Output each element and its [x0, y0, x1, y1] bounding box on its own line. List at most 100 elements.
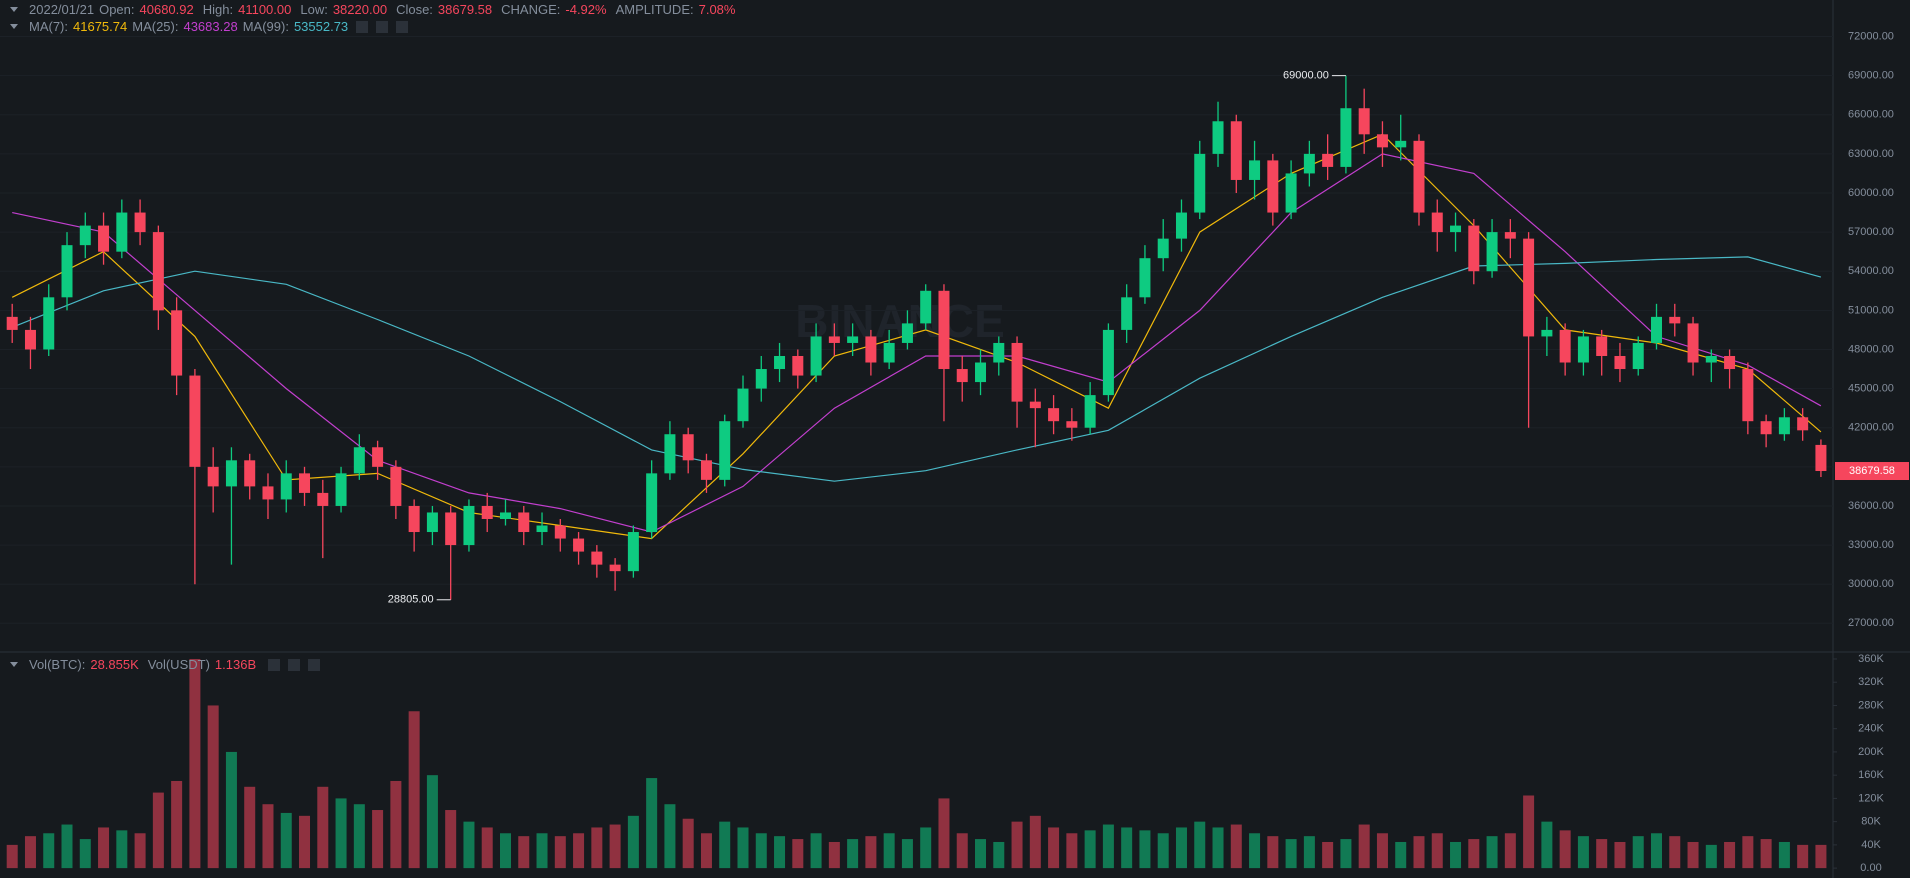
volume-bar	[1541, 821, 1553, 869]
vol-tick-label: 360K	[1858, 653, 1884, 665]
min-label: 28805.00	[388, 594, 434, 606]
vol-tick-label: 240K	[1858, 723, 1884, 735]
volume-bar	[1322, 841, 1334, 869]
volume-bar	[536, 833, 548, 869]
volume-bar	[993, 841, 1005, 869]
volume-bar	[1066, 833, 1078, 869]
candle-body	[390, 466, 402, 506]
volume-bar	[554, 836, 566, 869]
ma-legend: MA(7): 41675.74 MA(25): 43683.28 MA(99): 5355…	[8, 19, 409, 34]
vol-tick-label: 80K	[1861, 816, 1881, 828]
volume-bar	[664, 804, 676, 869]
candle-body	[134, 212, 146, 233]
volume-bar	[719, 821, 731, 869]
volume-bar	[792, 839, 804, 869]
candle-body	[1230, 121, 1242, 180]
volume-bar	[445, 810, 457, 869]
candle-body	[1322, 153, 1334, 167]
field-label: CHANGE:	[501, 2, 561, 17]
volume-bar	[6, 844, 18, 869]
candle-body	[1175, 212, 1187, 239]
y-tick-label: 66000.00	[1848, 109, 1894, 121]
candle-body	[774, 355, 786, 370]
candle-body	[1705, 355, 1717, 363]
candle-body	[646, 473, 658, 533]
candle-body	[1303, 153, 1315, 174]
field-label: Open:	[99, 2, 135, 17]
field-value: 40680.92	[139, 2, 194, 17]
candle-body	[499, 512, 511, 519]
field-value: 38220.00	[332, 2, 388, 17]
volume-bar	[1212, 827, 1224, 869]
volume-bar	[828, 841, 840, 869]
volume-bar	[810, 833, 822, 869]
candle-body	[792, 355, 804, 376]
candle-body	[554, 525, 566, 539]
candle-body	[828, 336, 840, 343]
candle-body	[573, 538, 585, 552]
volume-bar	[1303, 836, 1315, 869]
volume-bar	[682, 818, 694, 869]
candle-body	[956, 369, 968, 383]
volume-bar	[1815, 844, 1827, 869]
candle-body	[737, 388, 749, 422]
candle-body	[79, 225, 91, 246]
candle-body	[481, 505, 493, 519]
candle-body	[755, 369, 767, 389]
legend-button	[376, 20, 389, 33]
volume-bar	[207, 705, 219, 869]
candle-body	[847, 336, 859, 343]
volume-bar	[1267, 836, 1279, 869]
volume-bar	[1121, 827, 1133, 869]
candle-body	[463, 505, 475, 546]
candle-body	[1121, 297, 1133, 330]
volume-bar	[372, 810, 384, 869]
candle-body	[1760, 421, 1772, 435]
candle-body	[1778, 417, 1790, 435]
ma-label: MA(99):	[242, 19, 289, 34]
field-label: AMPLITUDE:	[615, 2, 694, 17]
volume-bar	[335, 798, 347, 869]
candle-body	[1267, 160, 1279, 213]
legend-button	[308, 658, 321, 671]
volume-bar	[1797, 844, 1809, 869]
field-label: Low:	[300, 2, 328, 17]
volume-bar	[1559, 830, 1571, 869]
candle-body	[1376, 134, 1388, 148]
volume-bar	[152, 792, 164, 869]
candle-body	[883, 342, 895, 363]
volume-bar	[1504, 833, 1516, 869]
candle-body	[1577, 336, 1589, 363]
candle-body	[280, 473, 292, 500]
volume-bar	[901, 839, 913, 869]
candle-body	[1431, 212, 1443, 233]
volume-bar	[591, 827, 603, 869]
candle-body	[536, 525, 548, 533]
ma-line	[12, 153, 1822, 533]
volume-bar	[920, 827, 932, 869]
candle-body	[700, 460, 712, 480]
volume-bar	[189, 658, 201, 869]
candle-body	[865, 336, 877, 363]
y-tick-label: 57000.00	[1848, 226, 1894, 238]
volume-bar	[956, 833, 968, 869]
vol-label: Vol(USDT)	[147, 657, 210, 672]
volume-bar	[280, 812, 292, 869]
candle-body	[1395, 140, 1407, 148]
candle-body	[426, 512, 438, 533]
volume-bar	[1358, 824, 1370, 869]
volume-bar	[1376, 833, 1388, 869]
candle-body	[171, 310, 183, 376]
volume-bar	[1139, 830, 1151, 869]
candle-body	[518, 512, 530, 533]
volume-bar	[573, 833, 585, 869]
vol-tick-label: 40K	[1861, 839, 1881, 851]
candle-body	[6, 316, 18, 330]
candle-body	[975, 362, 987, 383]
volume-bar	[1175, 827, 1187, 869]
volume-bar	[774, 836, 786, 869]
candle-body	[1468, 225, 1480, 272]
y-tick-label: 30000.00	[1848, 578, 1894, 590]
candle-body	[1523, 238, 1535, 337]
